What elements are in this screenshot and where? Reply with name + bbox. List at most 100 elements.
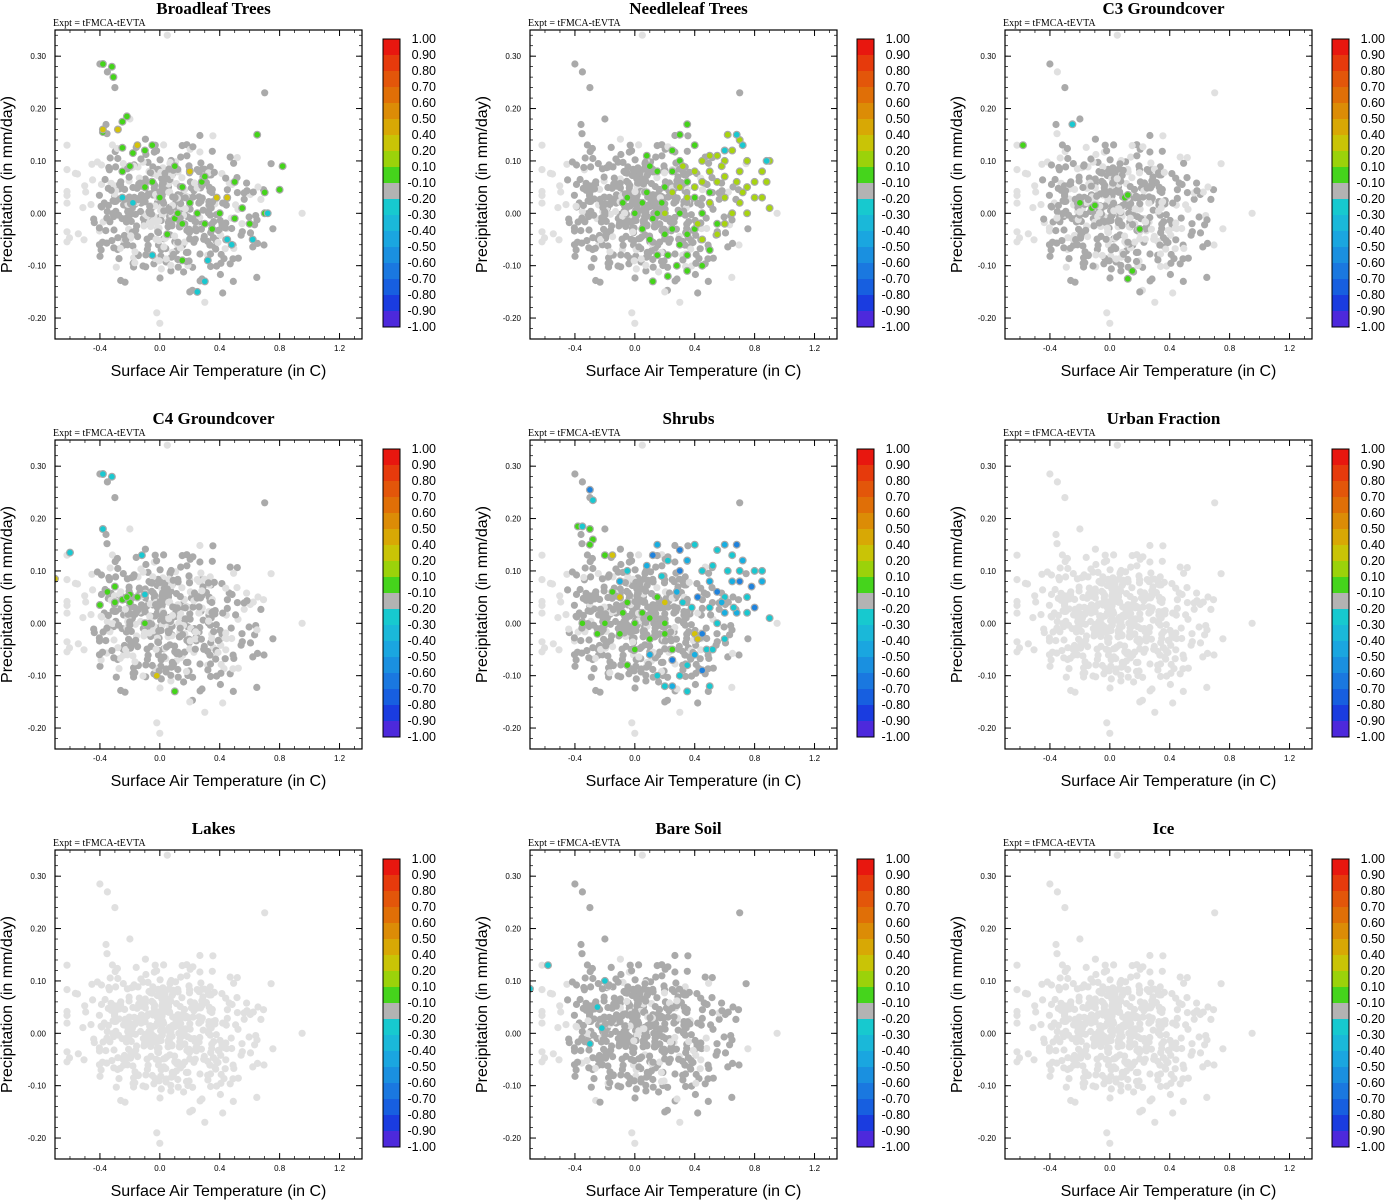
data-point bbox=[208, 1044, 216, 1052]
data-point bbox=[110, 1046, 118, 1054]
data-point bbox=[1084, 606, 1092, 614]
data-point bbox=[652, 610, 660, 618]
colorbar-swatch bbox=[1332, 247, 1349, 263]
data-point bbox=[632, 265, 640, 273]
colorbar-label: -0.70 bbox=[408, 682, 437, 696]
colorbar-swatch bbox=[857, 657, 874, 673]
data-point bbox=[1053, 540, 1061, 548]
data-point bbox=[149, 217, 157, 225]
data-point-negative bbox=[683, 687, 692, 696]
data-point bbox=[582, 186, 590, 194]
axes-frame bbox=[529, 439, 838, 750]
data-point bbox=[597, 646, 605, 654]
data-point bbox=[96, 1072, 104, 1080]
data-point bbox=[1182, 611, 1190, 619]
data-point bbox=[1087, 155, 1095, 163]
data-point bbox=[1203, 216, 1211, 224]
data-point bbox=[196, 951, 204, 960]
y-tick-label: 0.30 bbox=[505, 462, 521, 471]
data-point bbox=[1131, 194, 1139, 202]
colorbar-swatch bbox=[857, 465, 874, 481]
data-point bbox=[114, 1054, 122, 1062]
data-point-positive bbox=[109, 73, 118, 82]
data-point bbox=[137, 1002, 145, 1010]
data-point-negative bbox=[720, 540, 729, 549]
data-point bbox=[698, 604, 706, 613]
data-point bbox=[228, 1044, 236, 1053]
data-point bbox=[1071, 605, 1079, 613]
panel-title: C3 Groundcover bbox=[1103, 0, 1225, 18]
data-point bbox=[720, 623, 728, 631]
data-point bbox=[259, 596, 268, 604]
data-point bbox=[1248, 209, 1256, 217]
expt-label: Expt = tFMCA-tEVTA bbox=[53, 18, 146, 29]
data-point bbox=[208, 967, 216, 975]
colorbar-label: 0.90 bbox=[886, 458, 910, 472]
data-point bbox=[1045, 241, 1054, 249]
data-point bbox=[1129, 631, 1137, 639]
data-point bbox=[129, 183, 137, 192]
data-point-negative bbox=[107, 472, 116, 481]
data-point bbox=[156, 1008, 164, 1016]
data-point bbox=[557, 598, 565, 606]
colorbar-label: 0.70 bbox=[886, 490, 910, 504]
data-point bbox=[1203, 239, 1212, 247]
data-point bbox=[1158, 608, 1166, 617]
data-point bbox=[728, 239, 737, 247]
data-point bbox=[1127, 563, 1135, 571]
colorbar-swatch bbox=[1332, 231, 1349, 247]
data-point bbox=[177, 200, 185, 208]
colorbar-swatch bbox=[383, 135, 400, 151]
data-point bbox=[153, 147, 161, 155]
data-point bbox=[1128, 584, 1136, 592]
data-point bbox=[260, 651, 268, 659]
data-point bbox=[1166, 216, 1174, 225]
colorbar-swatch bbox=[1332, 481, 1349, 497]
colorbar-swatch bbox=[857, 55, 874, 71]
data-point bbox=[149, 983, 157, 991]
data-point bbox=[189, 603, 197, 611]
data-point bbox=[63, 609, 71, 617]
colorbar-swatch bbox=[857, 295, 874, 311]
data-point bbox=[216, 626, 224, 635]
data-point bbox=[572, 202, 580, 210]
data-point-positive bbox=[600, 551, 609, 560]
data-point-positive bbox=[660, 619, 669, 628]
data-point bbox=[156, 319, 164, 327]
data-point bbox=[656, 604, 664, 612]
data-point bbox=[668, 576, 676, 584]
data-point bbox=[1076, 610, 1085, 618]
colorbar-swatch bbox=[1332, 449, 1349, 465]
data-point bbox=[1166, 270, 1174, 279]
data-point-positive bbox=[110, 598, 119, 607]
data-point bbox=[112, 983, 120, 991]
data-point bbox=[1136, 610, 1144, 618]
data-point bbox=[1055, 163, 1063, 172]
colorbar-label: 0.20 bbox=[886, 554, 910, 568]
colorbar-swatch bbox=[857, 577, 874, 593]
data-point-positive bbox=[155, 193, 164, 202]
colorbar-label: -0.80 bbox=[882, 288, 911, 302]
data-point bbox=[148, 1071, 156, 1080]
data-point-positive bbox=[735, 198, 744, 207]
data-point bbox=[174, 1083, 182, 1091]
data-point bbox=[63, 191, 71, 199]
data-point bbox=[604, 242, 612, 250]
data-point bbox=[1054, 611, 1062, 620]
data-point bbox=[1099, 573, 1107, 581]
data-point bbox=[618, 235, 626, 243]
data-point bbox=[108, 551, 116, 559]
data-point-negative bbox=[193, 287, 202, 296]
data-point bbox=[1064, 154, 1072, 163]
data-point-positive bbox=[720, 193, 729, 202]
data-point bbox=[1081, 248, 1089, 256]
data-point bbox=[146, 579, 154, 587]
data-point bbox=[82, 188, 90, 196]
expt-label: Expt = tFMCA-tEVTA bbox=[1003, 428, 1096, 439]
data-point bbox=[229, 665, 237, 673]
data-point bbox=[249, 1008, 257, 1016]
x-tick-label: 1.2 bbox=[809, 754, 821, 763]
data-point bbox=[108, 237, 116, 245]
